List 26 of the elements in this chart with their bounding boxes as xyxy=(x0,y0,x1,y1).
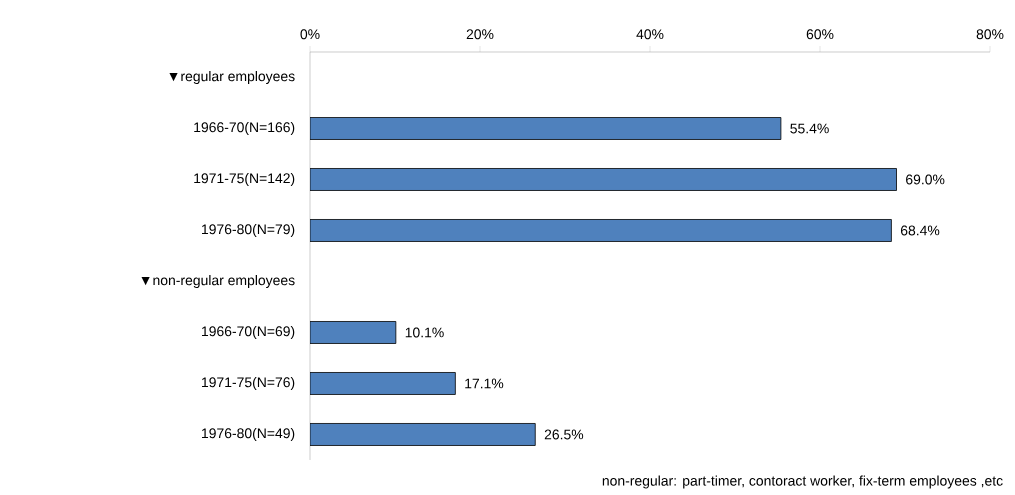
x-tick-label: 60% xyxy=(806,29,834,40)
bar xyxy=(310,372,456,395)
data-label: 10.1% xyxy=(405,327,444,338)
x-tick-label: 80% xyxy=(976,29,1004,40)
y-tick-label: 1966-70(N=166) xyxy=(194,121,295,135)
bar xyxy=(310,117,782,140)
data-label: 55.4% xyxy=(790,123,829,134)
x-tick-label: 40% xyxy=(636,29,664,40)
data-label: 68.4% xyxy=(900,225,940,236)
data-label: 17.1% xyxy=(465,378,504,389)
bar xyxy=(310,168,897,191)
text: non-regular: part-timer, contoract worker, fix-term employees ,etc xyxy=(602,475,1003,489)
x-tick-label: 0% xyxy=(300,29,320,40)
bar xyxy=(310,321,397,344)
y-tick-label: ▼regular employees xyxy=(169,70,295,84)
y-tick-label: 1976-80(N=79) xyxy=(202,223,295,237)
data-label: 69.0% xyxy=(906,174,945,185)
y-tick-label: 1971-75(N=142) xyxy=(194,172,295,186)
y-tick-label: ▼non-regular employees xyxy=(141,274,295,288)
bar xyxy=(310,219,892,242)
data-label: 26.5% xyxy=(544,429,584,440)
y-tick-label: 1966-70(N=69) xyxy=(202,325,295,339)
y-tick-label: 1976-80(N=49) xyxy=(202,427,295,441)
y-tick-label: 1971-75(N=76) xyxy=(202,376,295,390)
x-tick-label: 20% xyxy=(466,29,494,40)
bar xyxy=(310,423,536,446)
